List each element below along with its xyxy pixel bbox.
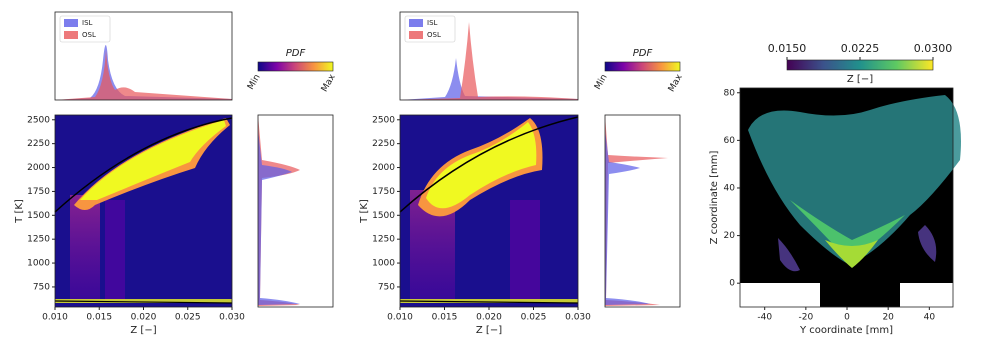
- density-image: [400, 115, 578, 307]
- x-axis-label: Z [−]: [130, 325, 156, 336]
- y-tick-label: 1500: [27, 211, 50, 221]
- colorbar-tick-label: Min: [593, 73, 610, 92]
- x-tick-label: -20: [799, 313, 814, 323]
- legend-swatch: [409, 31, 423, 39]
- x-tick-label: 0.020: [131, 313, 157, 323]
- legend-swatch: [64, 31, 78, 39]
- y-tick-label: 1000: [372, 259, 395, 269]
- y-axis-label: T [K]: [359, 199, 370, 224]
- y-tick-label: 2250: [27, 139, 50, 149]
- colorbar-title: PDF: [633, 48, 653, 59]
- y-tick-label: 1000: [27, 259, 50, 269]
- y-tick-label: 1250: [27, 235, 50, 245]
- y-tick-label: 1250: [372, 235, 395, 245]
- x-tick-label: -40: [757, 313, 772, 323]
- colorbar-tick-label: 0.0300: [914, 42, 953, 55]
- map-image: [740, 88, 961, 307]
- y-tick-label: 2000: [372, 163, 395, 173]
- y-tick-label: 750: [378, 282, 395, 292]
- x-axis-label: Z [−]: [476, 325, 502, 336]
- legend-label: ISL: [427, 19, 438, 27]
- y-tick-label: 60: [724, 136, 736, 146]
- legend-label: ISL: [82, 19, 93, 27]
- legend-swatch: [64, 19, 78, 27]
- x-tick-label: 20: [882, 313, 894, 323]
- colorbar: [605, 62, 680, 71]
- y-tick-label: 1500: [372, 211, 395, 221]
- y-tick-label: 20: [724, 231, 736, 241]
- y-tick-label: 40: [724, 183, 736, 193]
- x-tick-label: 0.010: [387, 313, 413, 323]
- colorbar: [258, 62, 333, 71]
- x-tick-label: 0.015: [86, 313, 112, 323]
- y-tick-label: 1750: [372, 187, 395, 197]
- x-tick-label: 0.020: [476, 313, 502, 323]
- x-tick-label: 0.015: [432, 313, 458, 323]
- density-image: [55, 115, 232, 307]
- x-tick-label: 0.025: [175, 313, 201, 323]
- x-tick-label: 0.030: [565, 313, 591, 323]
- colorbar-tick-label: Min: [246, 73, 263, 92]
- colorbar-tick-label: 0.0150: [768, 42, 807, 55]
- y-tick-label: 2500: [372, 115, 395, 125]
- y-tick-label: 80: [724, 88, 736, 98]
- colorbar-title: PDF: [286, 48, 306, 59]
- y-tick-label: 2500: [27, 115, 50, 125]
- x-tick-label: 0.030: [219, 313, 245, 323]
- x-axis-label: Y coordinate [mm]: [799, 325, 893, 336]
- legend-label: OSL: [427, 31, 441, 39]
- y-tick-label: 2250: [372, 139, 395, 149]
- legend-label: OSL: [82, 31, 96, 39]
- x-tick-label: 40: [924, 313, 936, 323]
- figure: 0.010 0.015 0.020 0.025 0.030 750 1000 1250 1500…: [0, 0, 982, 339]
- y-tick-label: 750: [33, 282, 50, 292]
- x-tick-label: 0.025: [521, 313, 547, 323]
- colorbar: [787, 60, 933, 70]
- x-tick-label: 0.010: [42, 313, 68, 323]
- y-tick-label: 1750: [27, 187, 50, 197]
- colorbar-tick-label: Max: [667, 72, 685, 94]
- colorbar-title: Z [−]: [847, 74, 873, 85]
- colorbar-tick-label: Max: [320, 72, 338, 94]
- y-axis-label: T [K]: [14, 199, 25, 224]
- legend-swatch: [409, 19, 423, 27]
- y-axis-label: Z coordinate [mm]: [709, 150, 720, 244]
- colorbar-tick-label: 0.0225: [841, 42, 880, 55]
- y-tick-label: 2000: [27, 163, 50, 173]
- y-tick-label: 0: [729, 279, 735, 289]
- x-tick-label: 0: [844, 313, 850, 323]
